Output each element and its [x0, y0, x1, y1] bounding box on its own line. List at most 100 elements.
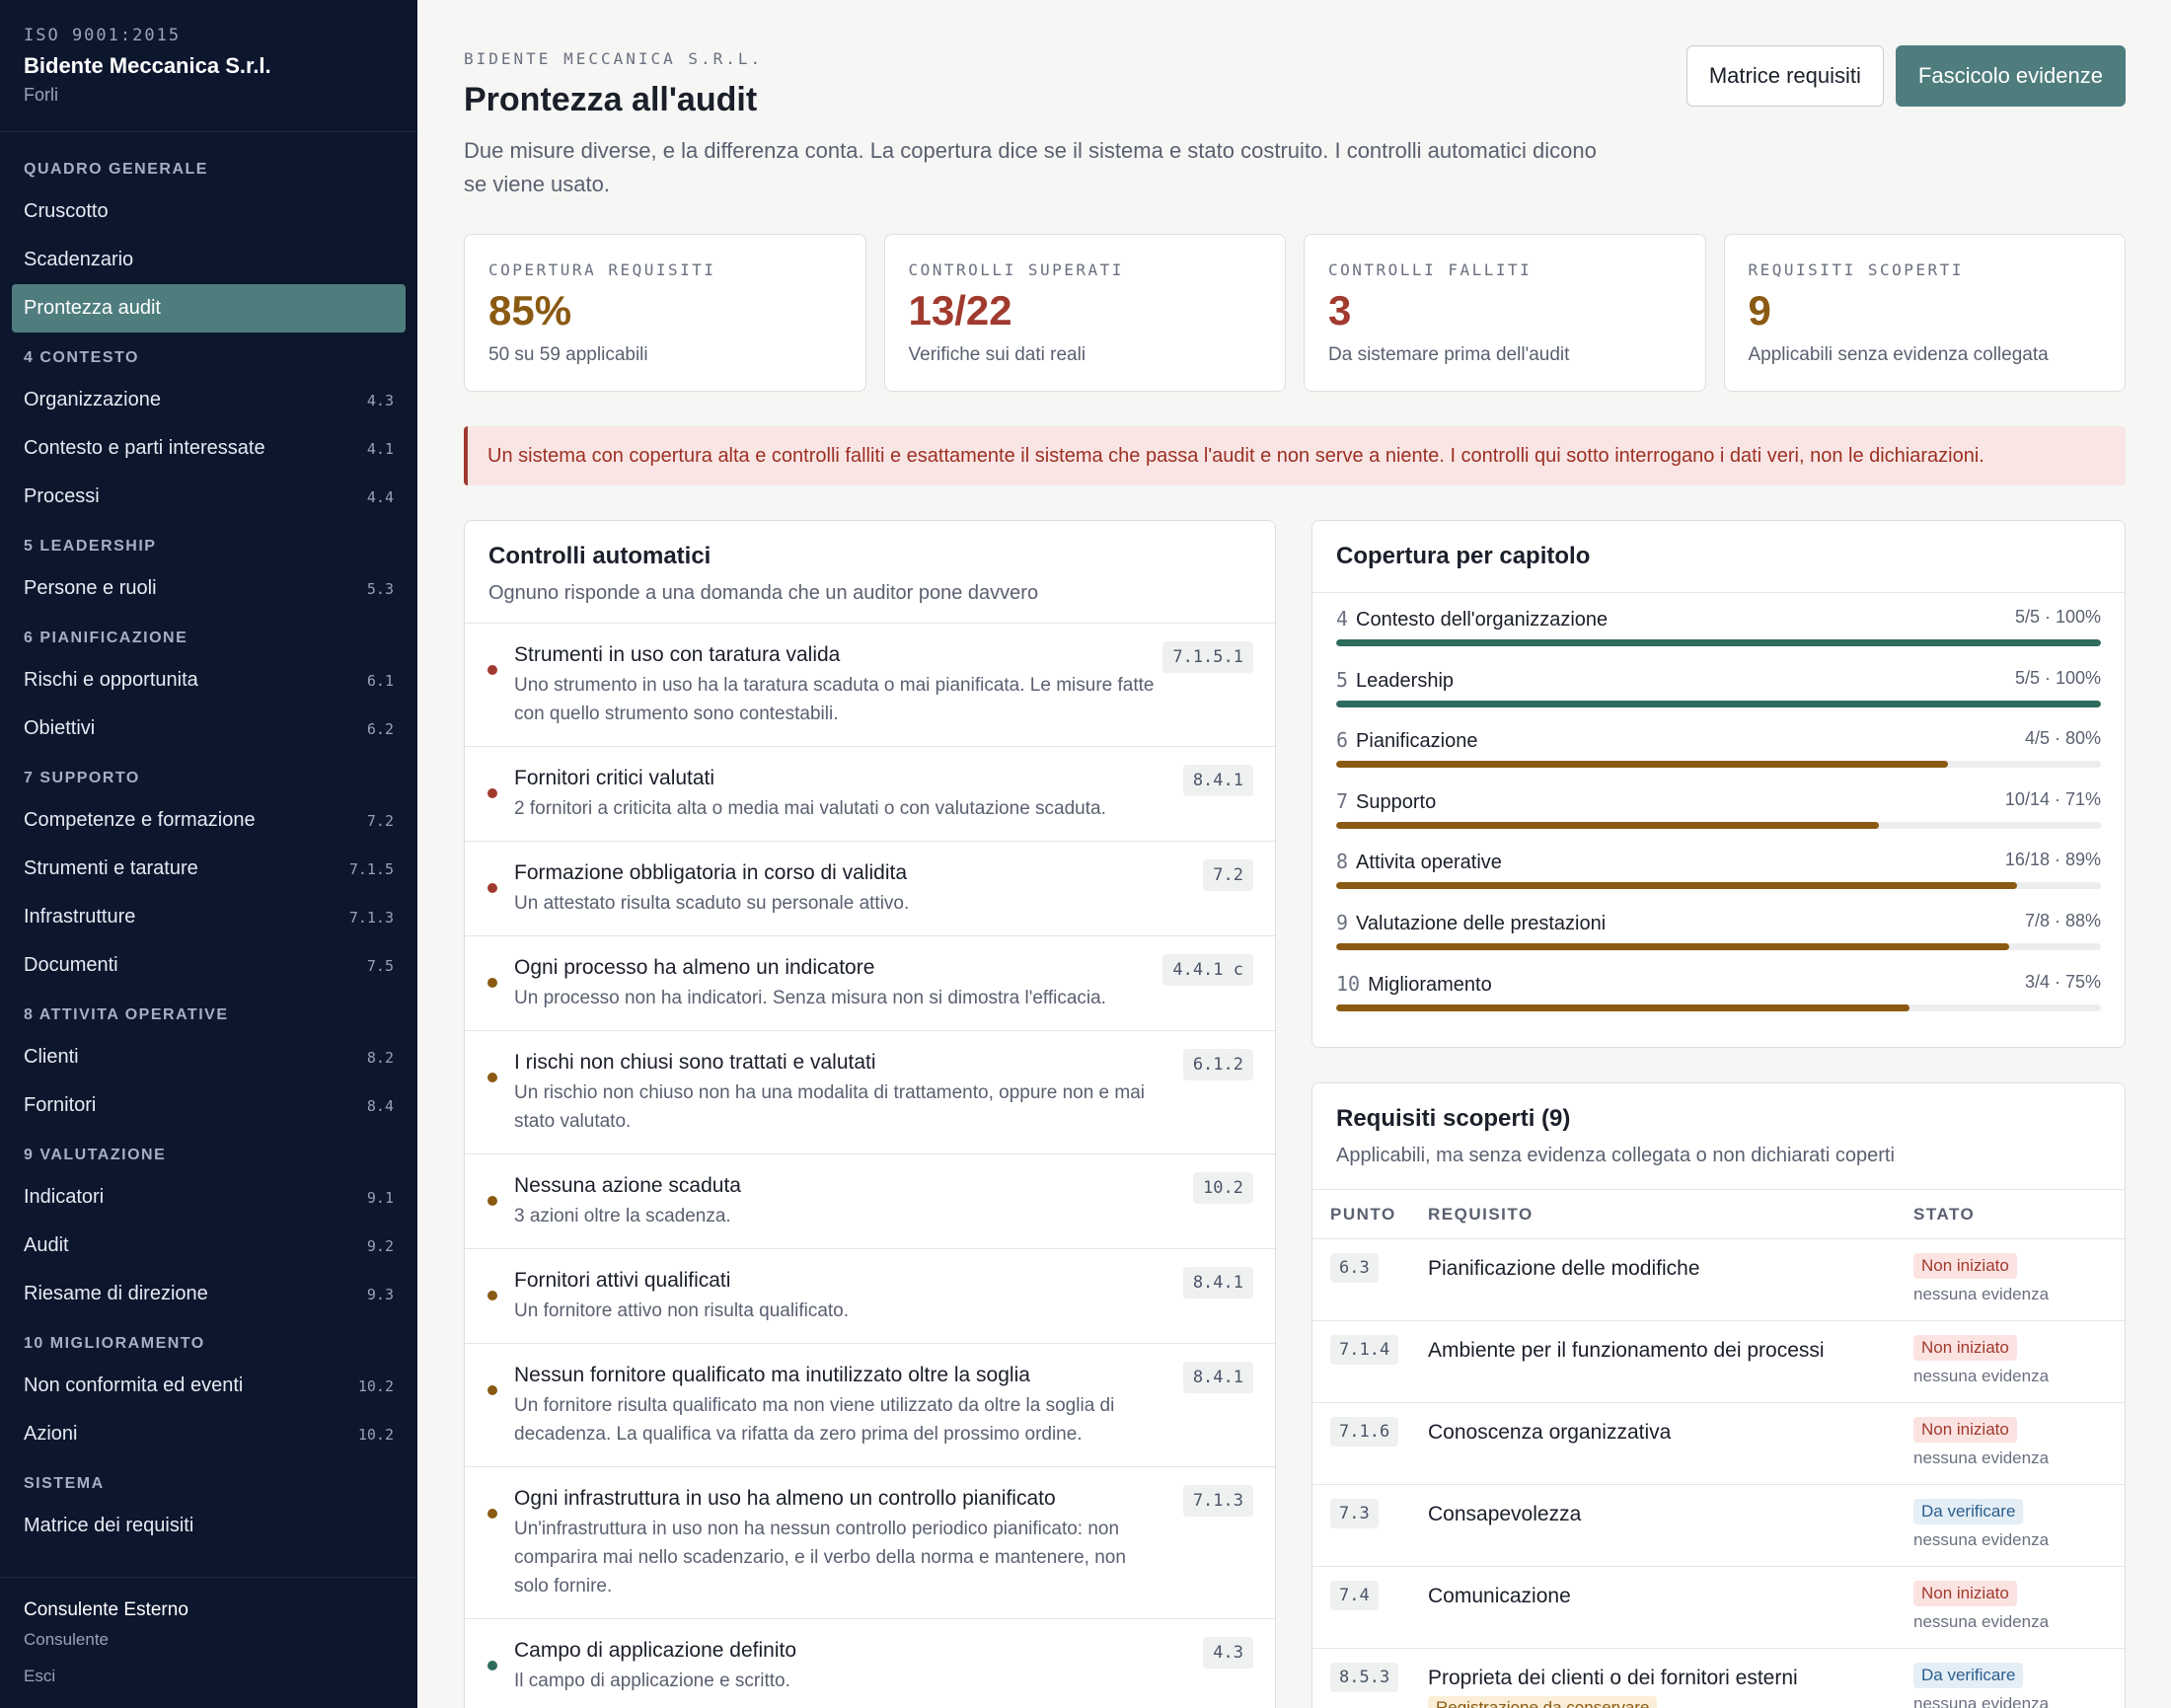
sidebar-item-label: Cruscotto	[24, 200, 109, 222]
coverage-row: 5 Leadership 5/5 · 100%	[1336, 668, 2101, 729]
requirement-name: Comunicazione	[1428, 1585, 1571, 1607]
check-item[interactable]: Fornitori critici valutati 2 fornitori a …	[465, 747, 1275, 842]
iso-standard-label: ISO 9001:2015	[24, 26, 182, 45]
sidebar-item-code: 9.3	[366, 1285, 394, 1303]
sidebar-item-processi[interactable]: Processi 4.4	[12, 473, 406, 521]
clause-code: 7.1.6	[1330, 1417, 1399, 1447]
sidebar-item-label: Rischi e opportunita	[24, 669, 198, 691]
table-row[interactable]: 7.3 Consapevolezza Da verificare nessuna ev…	[1312, 1485, 2125, 1567]
sidebar-item-organizzazione[interactable]: Organizzazione 4.3	[12, 376, 406, 424]
sidebar-item-documenti[interactable]: Documenti 7.5	[12, 941, 406, 990]
coverage-bar-track	[1336, 882, 2101, 890]
chapter-name: Supporto	[1356, 790, 1437, 813]
sidebar-item-fornitori[interactable]: Fornitori 8.4	[12, 1081, 406, 1130]
check-item[interactable]: Ogni processo ha almeno un indicatore Un …	[465, 936, 1275, 1031]
cell-stato: Non iniziato nessuna evidenza	[1913, 1253, 2125, 1320]
sidebar-item-contesto-e-parti-interessate[interactable]: Contesto e parti interessate 4.1	[12, 424, 406, 473]
status-badge: Non iniziato	[1913, 1581, 2017, 1606]
requirement-name: Conoscenza organizzativa	[1428, 1421, 1672, 1444]
chapter-label: 10 Miglioramento	[1336, 972, 1492, 997]
table-header: PUNTO REQUISITO STATO	[1312, 1190, 2125, 1239]
sidebar-item-code: 6.2	[366, 719, 394, 738]
coverage-bar-track	[1336, 821, 2101, 829]
sidebar-item-prontezza-audit[interactable]: Prontezza audit	[12, 284, 406, 333]
sidebar-header: ISO 9001:2015 Bidente Meccanica S.r.l. F…	[0, 0, 417, 132]
sidebar-item-persone-e-ruoli[interactable]: Persone e ruoli 5.3	[12, 564, 406, 613]
check-description: Un rischio non chiuso non ha una modalit…	[514, 1082, 1146, 1132]
sidebar-item-riesame-di-direzione[interactable]: Riesame di direzione 9.3	[12, 1270, 406, 1318]
table-row[interactable]: 7.1.4 Ambiente per il funzionamento dei p…	[1312, 1321, 2125, 1403]
sidebar-item-matrice-dei-requisiti[interactable]: Matrice dei requisiti	[12, 1502, 406, 1550]
coverage-bar-fill	[1336, 1003, 1910, 1011]
sidebar-item-scadenzario[interactable]: Scadenzario	[12, 236, 406, 284]
check-item[interactable]: Strumenti in uso con taratura valida Uno …	[465, 624, 1275, 747]
cell-punto: 6.3	[1312, 1253, 1428, 1320]
table-row[interactable]: 8.5.3 Proprieta dei clienti o dei fornito…	[1312, 1649, 2125, 1708]
page-description: Due misure diverse, e la differenza cont…	[464, 138, 1597, 196]
sidebar-item-non-conformita-ed-eventi[interactable]: Non conformita ed eventi 10.2	[12, 1362, 406, 1410]
status-dot-icon	[487, 883, 497, 893]
sidebar-item-audit[interactable]: Audit 9.2	[12, 1222, 406, 1270]
sidebar-item-strumenti-e-tarature[interactable]: Strumenti e tarature 7.1.5	[12, 845, 406, 893]
sidebar-nav: QUADRO GENERALE Cruscotto Scadenzario Pront…	[0, 132, 417, 1550]
cell-requisito: Proprieta dei clienti o dei fornitori es…	[1428, 1663, 1913, 1708]
sidebar-section-title: 8 ATTIVITA OPERATIVE	[24, 1006, 229, 1023]
sidebar-item-azioni[interactable]: Azioni 10.2	[12, 1410, 406, 1458]
sidebar-item-indicatori[interactable]: Indicatori 9.1	[12, 1173, 406, 1222]
check-title: Campo di applicazione definito	[514, 1639, 797, 1662]
sidebar-item-rischi-e-opportunita[interactable]: Rischi e opportunita 6.1	[12, 656, 406, 705]
coverage-row-labels: 9 Valutazione delle prestazioni 7/8 · 88%	[1336, 911, 2101, 935]
chapter-name: Valutazione delle prestazioni	[1356, 912, 1607, 934]
sidebar-item-code: 7.1.5	[348, 859, 394, 878]
chapter-number: 10	[1336, 971, 1361, 996]
coverage-row-labels: 10 Miglioramento 3/4 · 75%	[1336, 972, 2101, 997]
coverage-row: 4 Contesto dell'organizzazione 5/5 · 100%	[1336, 607, 2101, 668]
page-title: Prontezza all'audit	[464, 81, 758, 118]
check-item[interactable]: Nessuna azione scaduta 3 azioni oltre la …	[465, 1154, 1275, 1249]
check-item[interactable]: Campo di applicazione definito Il campo d…	[465, 1619, 1275, 1708]
clause-code: 4.3	[1203, 1637, 1253, 1669]
coverage-bar-fill	[1336, 761, 1948, 769]
sidebar-item-code: 5.3	[366, 579, 394, 598]
coverage-bar-fill	[1336, 942, 2009, 950]
requirements-matrix-button[interactable]: Matrice requisiti	[1685, 45, 1884, 107]
kpi-subtitle: Da sistemare prima dell'audit	[1328, 344, 1570, 365]
cell-requisito: Comunicazione	[1428, 1581, 1913, 1648]
check-description: 2 fornitori a criticita alta o media mai…	[514, 798, 1106, 819]
table-row[interactable]: 7.4 Comunicazione Non iniziato nessuna evid…	[1312, 1567, 2125, 1649]
sidebar-item-infrastrutture[interactable]: Infrastrutture 7.1.3	[12, 893, 406, 941]
check-item[interactable]: Ogni infrastruttura in uso ha almeno un …	[465, 1467, 1275, 1619]
check-item[interactable]: Nessun fornitore qualificato ma inutiliz…	[465, 1344, 1275, 1467]
clause-code: 6.3	[1330, 1253, 1379, 1283]
sidebar-item-label: Organizzazione	[24, 389, 161, 410]
table-row[interactable]: 6.3 Pianificazione delle modifiche Non ini…	[1312, 1239, 2125, 1321]
sidebar-item-code: 10.2	[357, 1376, 394, 1395]
sidebar-item-competenze-e-formazione[interactable]: Competenze e formazione 7.2	[12, 796, 406, 845]
card-title: Requisiti scoperti (9)	[1336, 1105, 1571, 1132]
check-item[interactable]: Formazione obbligatoria in corso di vali…	[465, 842, 1275, 936]
chapter-name: Miglioramento	[1368, 973, 1492, 996]
uncovered-requirements-card: Requisiti scoperti (9) Applicabili, ma s…	[1311, 1082, 2126, 1708]
logout-link[interactable]: Esci	[24, 1667, 56, 1685]
kpi-value: 13/22	[908, 287, 1012, 334]
company-name: Bidente Meccanica S.r.l.	[24, 53, 271, 78]
kpi-row: COPERTURA REQUISITI 85% 50 su 59 applicabi…	[464, 234, 2126, 392]
evidence-file-button[interactable]: Fascicolo evidenze	[1895, 45, 2126, 107]
check-item[interactable]: Fornitori attivi qualificati Un fornitore…	[465, 1249, 1275, 1344]
table-row[interactable]: 7.1.6 Conoscenza organizzativa Non iniziat…	[1312, 1403, 2125, 1485]
coverage-bar-fill	[1336, 639, 2101, 646]
chapter-coverage-value: 5/5 · 100%	[2014, 667, 2101, 688]
sidebar-item-label: Competenze e formazione	[24, 809, 256, 831]
sidebar-item-obiettivi[interactable]: Obiettivi 6.2	[12, 705, 406, 753]
page-eyebrow: BIDENTE MECCANICA S.R.L.	[464, 49, 764, 68]
cell-punto: 7.4	[1312, 1581, 1428, 1648]
sidebar-item-clienti[interactable]: Clienti 8.2	[12, 1033, 406, 1081]
chapter-number: 5	[1336, 667, 1349, 692]
status-dot-icon	[487, 978, 497, 988]
evidence-note: nessuna evidenza	[1913, 1694, 2050, 1708]
sidebar-section-title: QUADRO GENERALE	[24, 161, 208, 178]
check-item[interactable]: I rischi non chiusi sono trattati e valu…	[465, 1031, 1275, 1154]
check-description: 3 azioni oltre la scadenza.	[514, 1206, 731, 1226]
sidebar-item-cruscotto[interactable]: Cruscotto	[12, 187, 406, 236]
sidebar-item-label: Scadenzario	[24, 249, 134, 270]
